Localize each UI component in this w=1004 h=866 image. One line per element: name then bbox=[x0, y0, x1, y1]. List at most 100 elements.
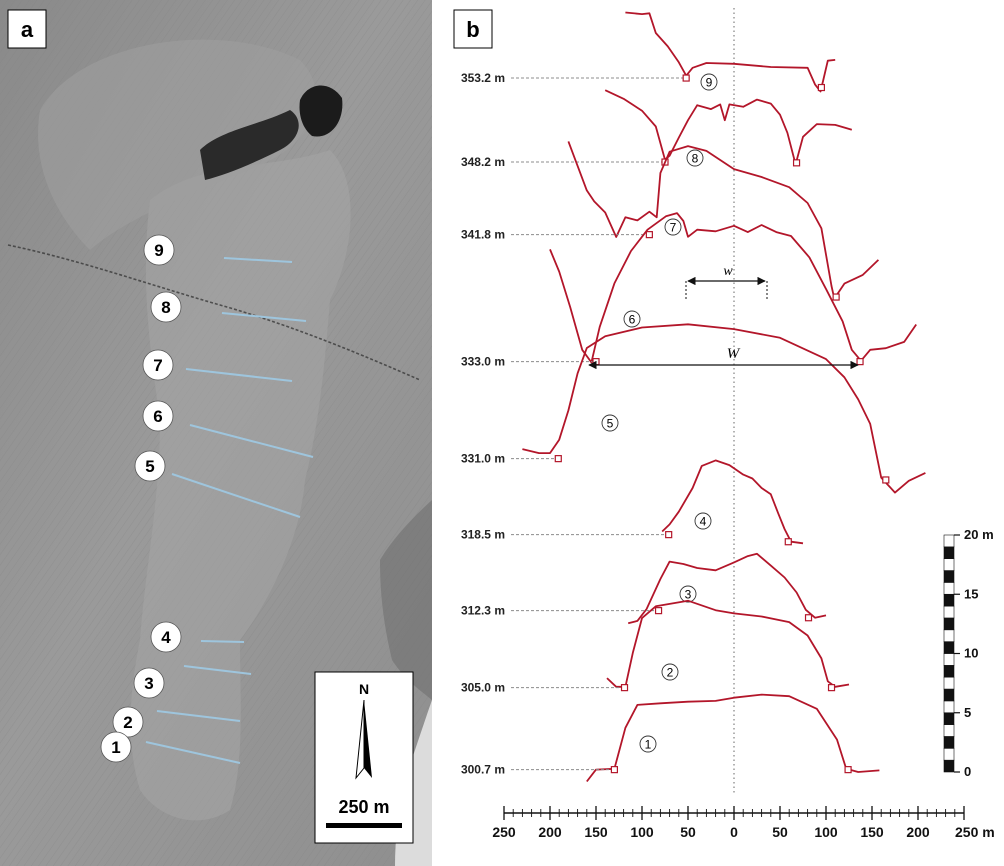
elevation-label: 333.0 m bbox=[461, 355, 505, 369]
profile-number-circle bbox=[601, 414, 619, 432]
transect-label-circle bbox=[142, 400, 174, 432]
vscale-segment bbox=[943, 534, 955, 548]
w-label: w bbox=[723, 264, 733, 279]
profile-number: 8 bbox=[692, 152, 699, 166]
map-scale-label: 250 m bbox=[338, 797, 389, 817]
dark-depression bbox=[200, 110, 299, 180]
transect-5 bbox=[171, 473, 301, 518]
vscale-tick-label: 20 m bbox=[964, 527, 994, 542]
profile-endpoint-marker bbox=[645, 231, 653, 239]
W-label: W bbox=[727, 346, 741, 362]
vscale-tick-label: 5 bbox=[964, 705, 971, 720]
transect-label-text: 9 bbox=[154, 241, 163, 260]
profile-number-circle bbox=[700, 73, 718, 91]
transect-label-text: 6 bbox=[153, 407, 162, 426]
profile-5: 331.0 m 5 bbox=[461, 323, 926, 494]
transect-label-2: 2 bbox=[112, 706, 144, 738]
transect-label-circle bbox=[100, 731, 132, 763]
transect-label-circle bbox=[143, 234, 175, 266]
vscale-segment bbox=[943, 582, 955, 595]
x-tick-label: 100 bbox=[814, 824, 838, 840]
upper-cirque bbox=[38, 39, 317, 250]
profile-endpoint-marker bbox=[784, 538, 792, 546]
panel-b-label: b bbox=[466, 17, 479, 42]
profile-number: 6 bbox=[629, 313, 636, 327]
profile-number-circle bbox=[686, 149, 704, 167]
x-tick-label: 200 bbox=[538, 824, 562, 840]
profile-line-5 bbox=[522, 323, 926, 494]
transect-6 bbox=[189, 424, 314, 458]
vertical-scale-bar: 0 5 10 15 20 m bbox=[943, 527, 994, 779]
profile-number: 7 bbox=[670, 221, 677, 235]
x-tick-label: 150 bbox=[860, 824, 884, 840]
profile-line-1 bbox=[586, 693, 880, 783]
profile-8: 348.2 m 8 bbox=[461, 89, 853, 169]
vscale-segment bbox=[943, 570, 955, 583]
profile-endpoint-marker bbox=[682, 74, 690, 82]
profile-4: 318.5 m 4 bbox=[461, 459, 804, 546]
panel-a-hillshade-map: 9 8 7 6 5 4 3 21 a N 250 m bbox=[0, 0, 432, 866]
vscale-segment bbox=[943, 641, 955, 654]
profile-number: 5 bbox=[607, 417, 614, 431]
x-tick-label: 200 bbox=[906, 824, 930, 840]
vscale-segment bbox=[943, 724, 955, 737]
transect-label-text: 7 bbox=[153, 356, 162, 375]
transect-label-text: 5 bbox=[145, 457, 154, 476]
profile-line-2 bbox=[606, 599, 850, 688]
vscale-tick-label: 10 bbox=[964, 646, 978, 661]
north-label: N bbox=[359, 681, 369, 697]
elevation-label: 341.8 m bbox=[461, 228, 505, 242]
profile-number-circle bbox=[623, 310, 641, 328]
profile-endpoint-marker bbox=[610, 766, 619, 774]
profile-9: 353.2 m 9 bbox=[461, 11, 836, 93]
profile-line-8 bbox=[604, 89, 853, 166]
transect-8 bbox=[221, 312, 307, 322]
profile-line-6 bbox=[549, 212, 917, 364]
transect-label-circle bbox=[150, 621, 182, 653]
elevation-label: 353.2 m bbox=[461, 71, 505, 85]
profile-number-circle bbox=[694, 512, 712, 530]
profile-3: 312.3 m 3 bbox=[461, 552, 827, 625]
transect-label-group: 9 8 7 6 5 4 3 21 bbox=[100, 234, 182, 763]
transect-label-1: 1 bbox=[100, 731, 132, 763]
transect-label-text: 3 bbox=[144, 674, 153, 693]
profile-line-3 bbox=[627, 552, 827, 625]
profile-endpoint-marker bbox=[856, 358, 864, 366]
transect-label-text: 2 bbox=[123, 713, 132, 732]
elevation-label: 300.7 m bbox=[461, 763, 505, 777]
vscale-segment bbox=[943, 558, 955, 571]
x-axis: 250 200 150 100 50 0 50 100 150 200 250 m bbox=[492, 806, 995, 840]
vscale-segment bbox=[943, 676, 955, 690]
profile-endpoint-marker bbox=[804, 614, 813, 622]
profile-endpoint-marker bbox=[844, 766, 852, 774]
x-tick-label: 50 bbox=[772, 824, 788, 840]
transect-label-circle bbox=[142, 349, 174, 381]
transect-label-text: 8 bbox=[161, 298, 170, 317]
transect-label-9: 9 bbox=[143, 234, 175, 266]
x-tick-label: 100 bbox=[630, 824, 654, 840]
dark-pit bbox=[299, 85, 343, 137]
profile-6: 333.0 m 6 bbox=[461, 212, 917, 369]
vscale-tick-label: 15 bbox=[964, 586, 978, 601]
landslide-lobe-body bbox=[130, 150, 351, 821]
transect-label-text: 1 bbox=[111, 738, 120, 757]
dark-valley-right bbox=[380, 500, 432, 700]
vscale-segment bbox=[943, 700, 955, 714]
x-tick-label: 250 bbox=[492, 824, 516, 840]
vscale-segment bbox=[943, 593, 955, 607]
profile-number-circle bbox=[639, 735, 657, 753]
transect-7 bbox=[185, 368, 293, 382]
profile-endpoint-marker bbox=[792, 159, 801, 167]
transect-label-4: 4 bbox=[150, 621, 182, 653]
profile-endpoint-marker bbox=[554, 455, 562, 463]
profile-endpoint-marker bbox=[817, 83, 826, 92]
vscale-segment bbox=[943, 546, 955, 559]
profile-1: 300.7 m 1 bbox=[461, 693, 880, 783]
panel-a-label: a bbox=[21, 17, 34, 42]
profile-number: 4 bbox=[700, 515, 707, 529]
vscale-segment bbox=[943, 736, 955, 749]
transect-9 bbox=[223, 257, 293, 263]
transect-2 bbox=[156, 710, 241, 722]
x-tick-label: 50 bbox=[680, 824, 696, 840]
